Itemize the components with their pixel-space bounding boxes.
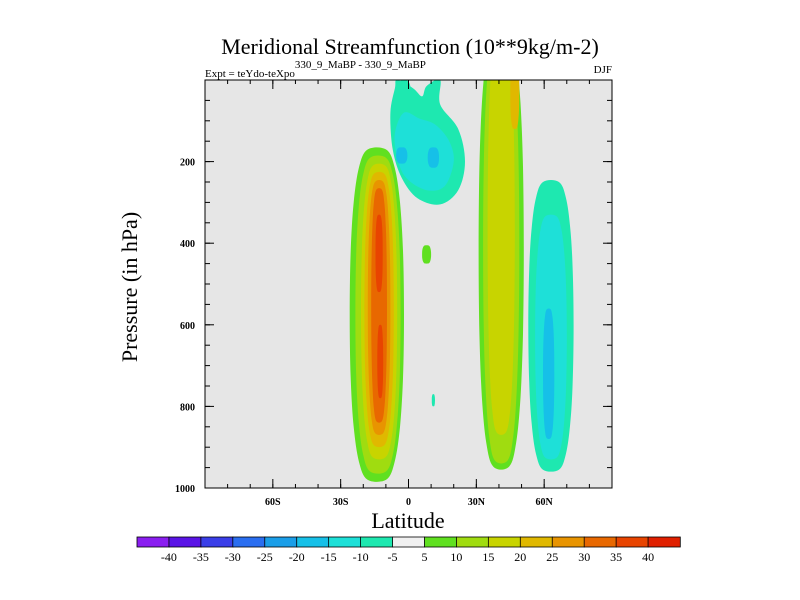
y-tick-label: 1000 [175, 484, 195, 495]
chart-title: Meridional Streamfunction (10**9kg/m-2) [221, 34, 599, 59]
colorbar-swatch [232, 536, 266, 548]
x-tick-label: 0 [406, 497, 411, 508]
colorbar-label: -25 [257, 550, 273, 564]
contour-upper-negative-15a [396, 147, 408, 164]
x-tick-label: 60S [265, 497, 281, 508]
colorbar-swatch [519, 536, 553, 548]
contour-nh-band-20 [510, 80, 520, 129]
colorbar-swatch [264, 536, 298, 548]
colorbar-swatch [487, 536, 521, 548]
colorbar-label: -5 [388, 550, 398, 564]
colorbar-swatch [551, 536, 585, 548]
colorbar-swatch [615, 536, 649, 548]
y-tick-label: 600 [180, 321, 195, 332]
colorbar-label: -20 [289, 550, 305, 564]
colorbar-swatch [360, 536, 394, 548]
x-axis-label: Latitude [371, 508, 444, 533]
colorbar-swatch [424, 536, 458, 548]
contour-sh-cell-35b [377, 324, 384, 399]
colorbar-swatch [200, 536, 234, 548]
colorbar-label: 40 [642, 550, 654, 564]
x-tick-label: 60N [536, 497, 554, 508]
contour-upper-negative-15b [427, 147, 439, 168]
colorbar-label: -35 [193, 550, 209, 564]
experiment-label: Expt = teYdo-teXpo330_9_MaBP - 330_9_MaB… [205, 59, 426, 80]
contour-small-negative [431, 394, 435, 407]
contour-top-negative-5 [397, 80, 411, 105]
colorbar-label: -10 [353, 550, 369, 564]
colorbar-swatch [168, 536, 202, 548]
colorbar-label: -30 [225, 550, 241, 564]
x-tick-label: 30S [333, 497, 349, 508]
axis-ticks: 60S 30S 0 30N 60N 200 400 600 800 1000 [175, 80, 613, 508]
contour-small-positive [422, 245, 432, 264]
colorbar-label: -40 [161, 550, 177, 564]
y-tick-label: 400 [180, 239, 195, 250]
colorbar-swatch [647, 536, 681, 548]
colorbar-swatch [296, 536, 330, 548]
x-tick-label: 30N [468, 497, 486, 508]
colorbar-label: 15 [482, 550, 494, 564]
colorbar-label: 20 [514, 550, 526, 564]
season-label: DJF [594, 64, 612, 76]
colorbar-label: 35 [610, 550, 622, 564]
contour-fills [349, 80, 574, 482]
y-axis-label: Pressure (in hPa) [117, 212, 142, 362]
colorbar-label: 30 [578, 550, 590, 564]
contour-sh-cell-35 [375, 214, 383, 293]
colorbar-swatch [456, 536, 490, 548]
contour-nh-band-15 [487, 80, 515, 435]
contour-upper-negative-10 [394, 112, 454, 191]
colorbar-label: 10 [450, 550, 462, 564]
y-tick-label: 200 [180, 158, 195, 169]
experiment-label-text: Expt = teYdo-teXpo [205, 68, 295, 80]
colorbar-swatch [328, 536, 362, 548]
y-tick-label: 800 [180, 402, 195, 413]
colorbar-label: -15 [321, 550, 337, 564]
colorbar-label: 5 [422, 550, 428, 564]
colorbar: -40 -35 -30 -25 -20 -15 -10 -5 5 10 15 20 25 30 35 40 [136, 536, 681, 564]
colorbar-label: 25 [546, 550, 558, 564]
colorbar-swatch [583, 536, 617, 548]
contour-nh-negative-15 [543, 308, 555, 439]
experiment-label-superscript: 330_9_MaBP - 330_9_MaBP [295, 59, 426, 71]
colorbar-swatch [392, 536, 426, 548]
colorbar-swatch [136, 536, 170, 548]
